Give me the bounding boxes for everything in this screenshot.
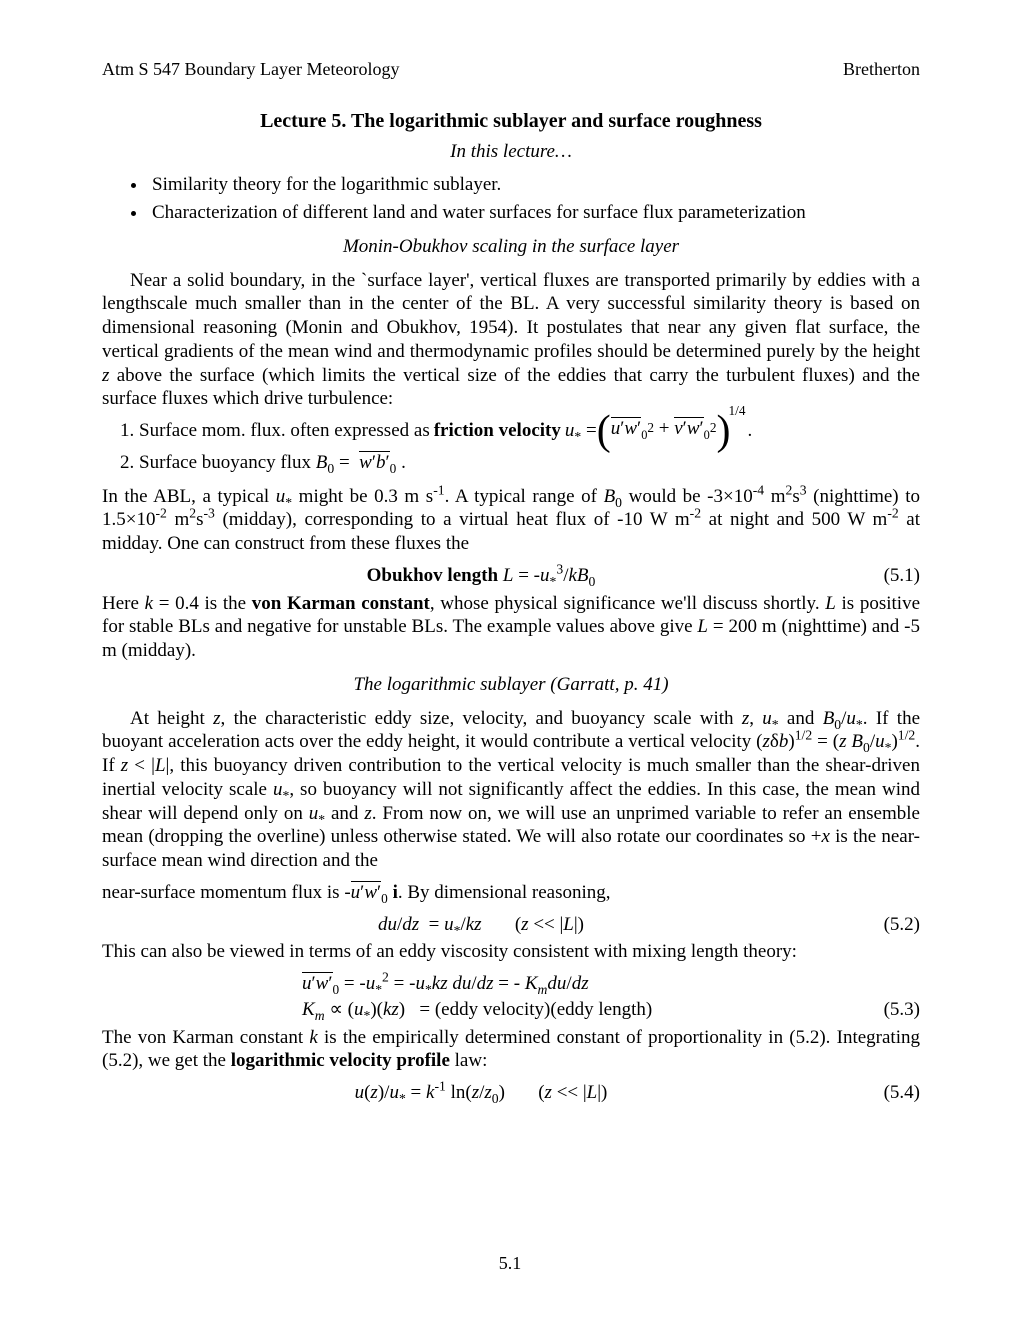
equation-body: u′w′0 = -u*2 = -u*kz du/dz = - Kmdu/dz — [102, 972, 860, 996]
page: Atm S 547 Boundary Layer Meteorology Bre… — [0, 0, 1020, 1320]
paragraph: The von Karman constant k is the empiric… — [102, 1026, 920, 1074]
text: In the ABL, a typical u* might be 0.3 m … — [102, 486, 920, 555]
text: law: — [450, 1050, 487, 1071]
paragraph: At height z, the characteristic eddy siz… — [102, 707, 920, 873]
section-heading: The logarithmic sublayer (Garratt, p. 41… — [102, 673, 920, 697]
math: u′w′02 + v′w′02 — [611, 417, 717, 441]
runhead-left: Atm S 547 Boundary Layer Meteorology — [102, 58, 399, 81]
text: Near a solid boundary, in the `surface l… — [102, 270, 920, 410]
equation-body: u(z)/u* = k-1 ln(z/z0) (z << |L|) — [102, 1081, 860, 1105]
equation-5-3a: u′w′0 = -u*2 = -u*kz du/dz = - Kmdu/dz — [102, 972, 920, 996]
equation-number: (5.3) — [860, 998, 920, 1022]
equation-5-1: Obukhov length L = -u*3/kB0 (5.1) — [102, 564, 920, 588]
bullet-list: Similarity theory for the logarithmic su… — [102, 173, 920, 225]
math: du/dz = u*/kz (z << |L|) — [378, 914, 584, 935]
term: logarithmic velocity profile — [231, 1050, 450, 1071]
subtitle: In this lecture… — [102, 140, 920, 164]
list-item: Characterization of different land and w… — [148, 201, 920, 225]
text: near-surface momentum flux is -u′w′0 i. … — [102, 882, 611, 903]
paragraph: Here k = 0.4 is the von Karman constant,… — [102, 592, 920, 663]
term: Obukhov length — [367, 565, 498, 586]
equation-number: (5.4) — [860, 1081, 920, 1105]
text: u* = — [565, 419, 597, 443]
paragraph: Near a solid boundary, in the `surface l… — [102, 269, 920, 412]
list-item: Similarity theory for the logarithmic su… — [148, 173, 920, 197]
page-number: 5.1 — [0, 1252, 1020, 1275]
equation-body: du/dz = u*/kz (z << |L|) — [102, 913, 860, 937]
paragraph: In the ABL, a typical u* might be 0.3 m … — [102, 485, 920, 556]
text: Here k = 0.4 is the — [102, 593, 252, 614]
equation-body: Km ∝ (u*)(kz) = (eddy velocity)(eddy len… — [102, 998, 860, 1022]
text: At height z, the characteristic eddy siz… — [102, 708, 920, 872]
term: friction velocity — [434, 419, 561, 443]
equation-number: (5.1) — [860, 564, 920, 588]
equation-5-2: du/dz = u*/kz (z << |L|) (5.2) — [102, 913, 920, 937]
text: 2. Surface buoyancy flux — [120, 452, 316, 473]
math: u′w′0 = -u*2 = -u*kz du/dz = - Kmdu/dz — [302, 973, 589, 994]
term: von Karman constant — [252, 593, 430, 614]
paragraph: This can also be viewed in terms of an e… — [102, 940, 920, 964]
math: B0 = w′b′0 . — [316, 452, 406, 473]
numbered-item-2: 2. Surface buoyancy flux B0 = w′b′0 . — [120, 451, 920, 475]
equation-number: (5.2) — [860, 913, 920, 937]
text: . — [748, 419, 753, 443]
equation-5-3b: Km ∝ (u*)(kz) = (eddy velocity)(eddy len… — [102, 998, 920, 1022]
numbered-item-1: 1. Surface mom. flux. often expressed as… — [120, 419, 920, 443]
equation-body: Obukhov length L = -u*3/kB0 — [102, 564, 860, 588]
runhead-right: Bretherton — [843, 58, 920, 81]
math: u(z)/u* = k-1 ln(z/z0) (z << |L|) — [355, 1082, 608, 1103]
section-heading: Monin-Obukhov scaling in the surface lay… — [102, 235, 920, 259]
lecture-title: Lecture 5. The logarithmic sublayer and … — [102, 109, 920, 134]
text: 1. Surface mom. flux. often expressed as — [120, 419, 430, 443]
exponent: 1/4 — [729, 403, 746, 420]
equation-5-4: u(z)/u* = k-1 ln(z/z0) (z << |L|) (5.4) — [102, 1081, 920, 1105]
math: Km ∝ (u*)(kz) = (eddy velocity)(eddy len… — [302, 999, 652, 1020]
paragraph: near-surface momentum flux is -u′w′0 i. … — [102, 881, 920, 905]
text: The von Karman constant k is the empiric… — [102, 1027, 920, 1072]
math: L = -u*3/kB0 — [503, 565, 595, 586]
running-head: Atm S 547 Boundary Layer Meteorology Bre… — [102, 58, 920, 81]
